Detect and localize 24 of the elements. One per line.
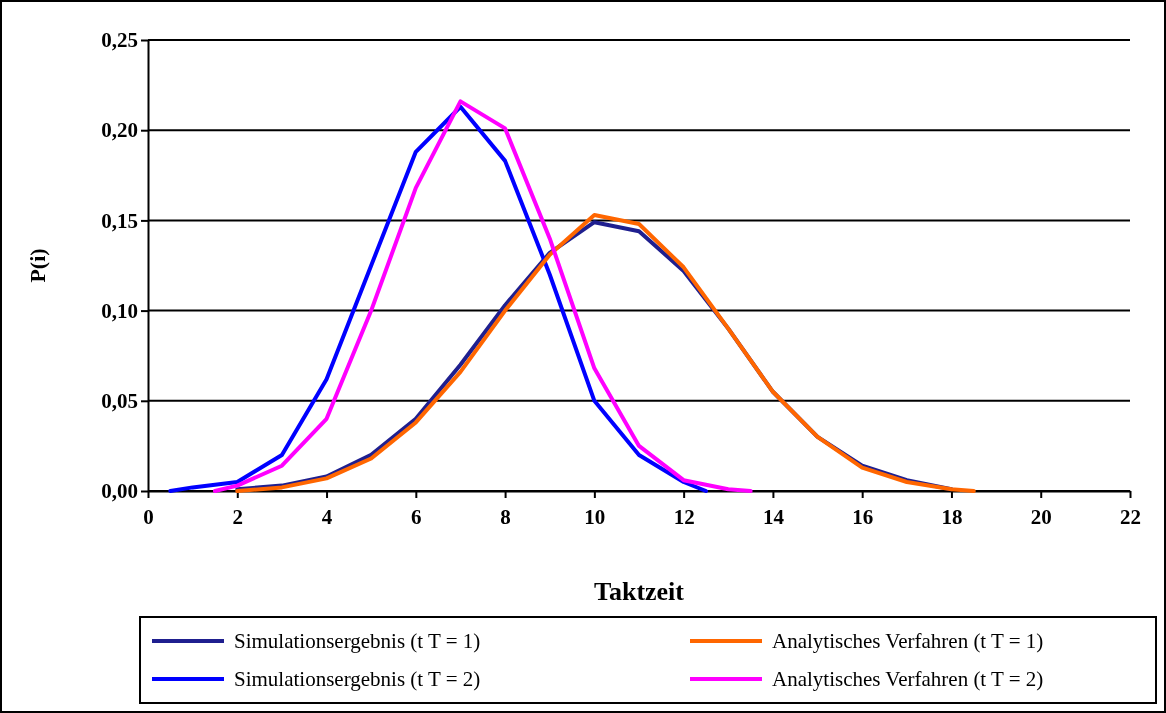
x-tick-label: 4 (321, 505, 333, 530)
legend-label: Analytisches Verfahren (t T = 1) (772, 629, 1044, 653)
legend-label: Simulationsergebnis (t T = 2) (234, 667, 481, 691)
y-tick-label: 0,20 (101, 118, 138, 143)
y-tick-label: 0,00 (101, 479, 138, 504)
y-tick-label: 0,25 (101, 28, 138, 53)
x-tick-label: 18 (941, 505, 963, 530)
y-tick-label: 0,05 (101, 389, 138, 414)
x-tick-label: 2 (232, 505, 244, 530)
y-tick-label: 0,10 (101, 298, 138, 323)
x-tick-label: 14 (762, 505, 785, 530)
y-axis-title: P(i) (25, 248, 50, 283)
x-tick-label: 20 (1030, 505, 1052, 530)
x-axis-title: Taktzeit (593, 577, 685, 606)
x-tick-label: 12 (673, 505, 695, 530)
x-tick-label: 10 (584, 505, 606, 530)
legend-label: Analytisches Verfahren (t T = 2) (772, 667, 1044, 691)
x-tick-label: 8 (500, 505, 511, 530)
x-tick-label: 0 (143, 505, 154, 530)
legend-label: Simulationsergebnis (t T = 1) (234, 629, 481, 653)
x-tick-label: 16 (852, 505, 874, 530)
x-tick-label: 6 (411, 505, 422, 530)
y-tick-label: 0,15 (101, 208, 138, 233)
x-tick-label: 22 (1120, 505, 1141, 530)
